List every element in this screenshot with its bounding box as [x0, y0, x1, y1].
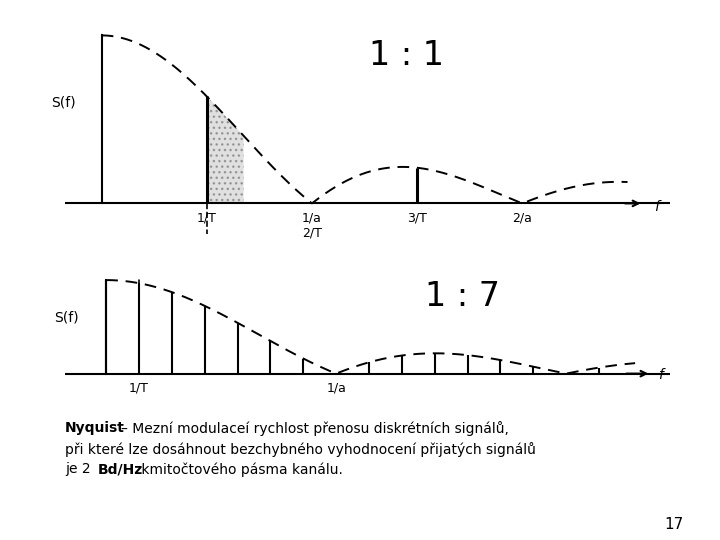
Text: 1 : 1: 1 : 1 [369, 39, 444, 72]
Text: Bd/Hz: Bd/Hz [98, 462, 143, 476]
Text: S(f): S(f) [50, 96, 76, 110]
Text: při které lze dosáhnout bezchybného vyhodnocení přijatých signálů: při které lze dosáhnout bezchybného vyho… [65, 442, 536, 457]
Text: f: f [658, 368, 663, 382]
Text: kmitočtového pásma kanálu.: kmitočtového pásma kanálu. [137, 462, 343, 477]
Text: 2/a: 2/a [513, 212, 532, 225]
Text: – Mezní modulaceí rychlost přenosu diskrétních signálů,: – Mezní modulaceí rychlost přenosu diskr… [121, 421, 509, 436]
Text: 1/T: 1/T [129, 381, 149, 394]
Text: 1/a: 1/a [302, 212, 322, 225]
Text: 1 : 7: 1 : 7 [425, 280, 500, 313]
Text: 1/a: 1/a [326, 381, 346, 394]
Text: f: f [654, 200, 659, 214]
Text: je 2: je 2 [65, 462, 95, 476]
Text: Nyquist: Nyquist [65, 421, 125, 435]
Text: 3/T: 3/T [408, 212, 427, 225]
Text: 2/T: 2/T [302, 227, 322, 240]
Text: 1/T: 1/T [197, 212, 217, 225]
Text: S(f): S(f) [54, 310, 78, 325]
Text: 17: 17 [665, 517, 684, 532]
